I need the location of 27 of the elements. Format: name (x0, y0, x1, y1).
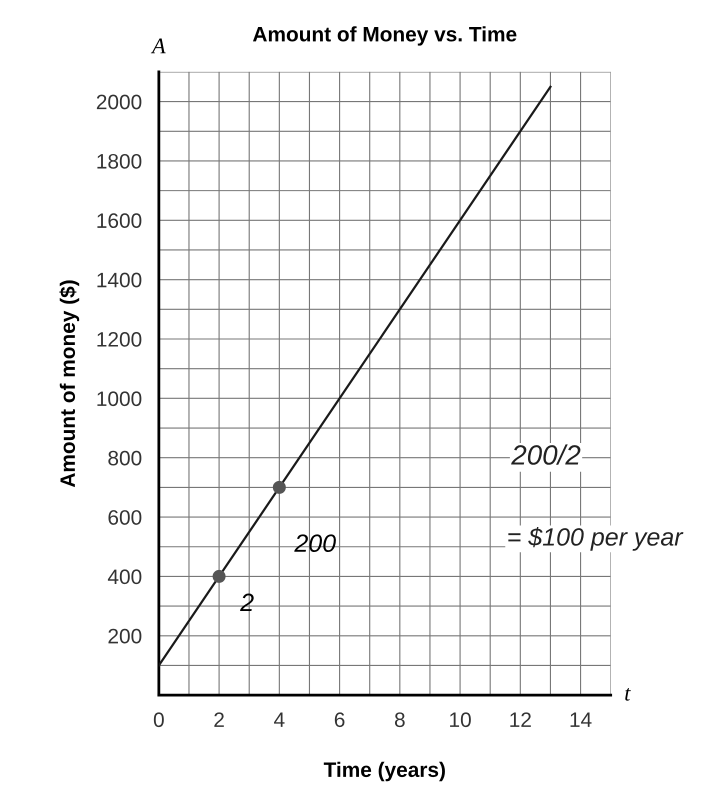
chart-title: Amount of Money vs. Time (252, 26, 516, 46)
y-tick-label: 1000 (97, 391, 142, 406)
y-tick-label: 600 (108, 510, 142, 525)
x-tick-label: 2 (214, 712, 224, 727)
annotation: = $100 per year (508, 527, 684, 551)
x-tick-label: 0 (154, 712, 164, 728)
y-tick-label: 1200 (97, 332, 142, 347)
y-tick-label: 400 (108, 569, 142, 584)
y-axis-title: Amount of money ($) (59, 280, 80, 488)
annotation: 200/2 (511, 444, 580, 465)
x-tick-label: 14 (570, 712, 592, 727)
y-tick-label: 2000 (96, 94, 142, 110)
x-tick-label: 4 (274, 712, 285, 727)
y-tick-label: 1800 (97, 154, 142, 169)
y-tick-label: 800 (108, 450, 142, 466)
text: A (150, 38, 166, 54)
y-tick-label: 1400 (97, 272, 142, 288)
text: t (625, 688, 631, 701)
x-axis-title: Time (years) (324, 762, 445, 782)
annotation: 2 (240, 594, 254, 611)
x-tick-label: 8 (394, 712, 405, 728)
y-tick-label: 1600 (97, 213, 142, 228)
x-tick-label: 12 (510, 712, 531, 727)
x-tick-label: 10 (450, 712, 471, 728)
annotation: 200 (294, 534, 336, 552)
x-tick-label: 6 (334, 712, 344, 728)
y-tick-label: 200 (108, 628, 142, 644)
